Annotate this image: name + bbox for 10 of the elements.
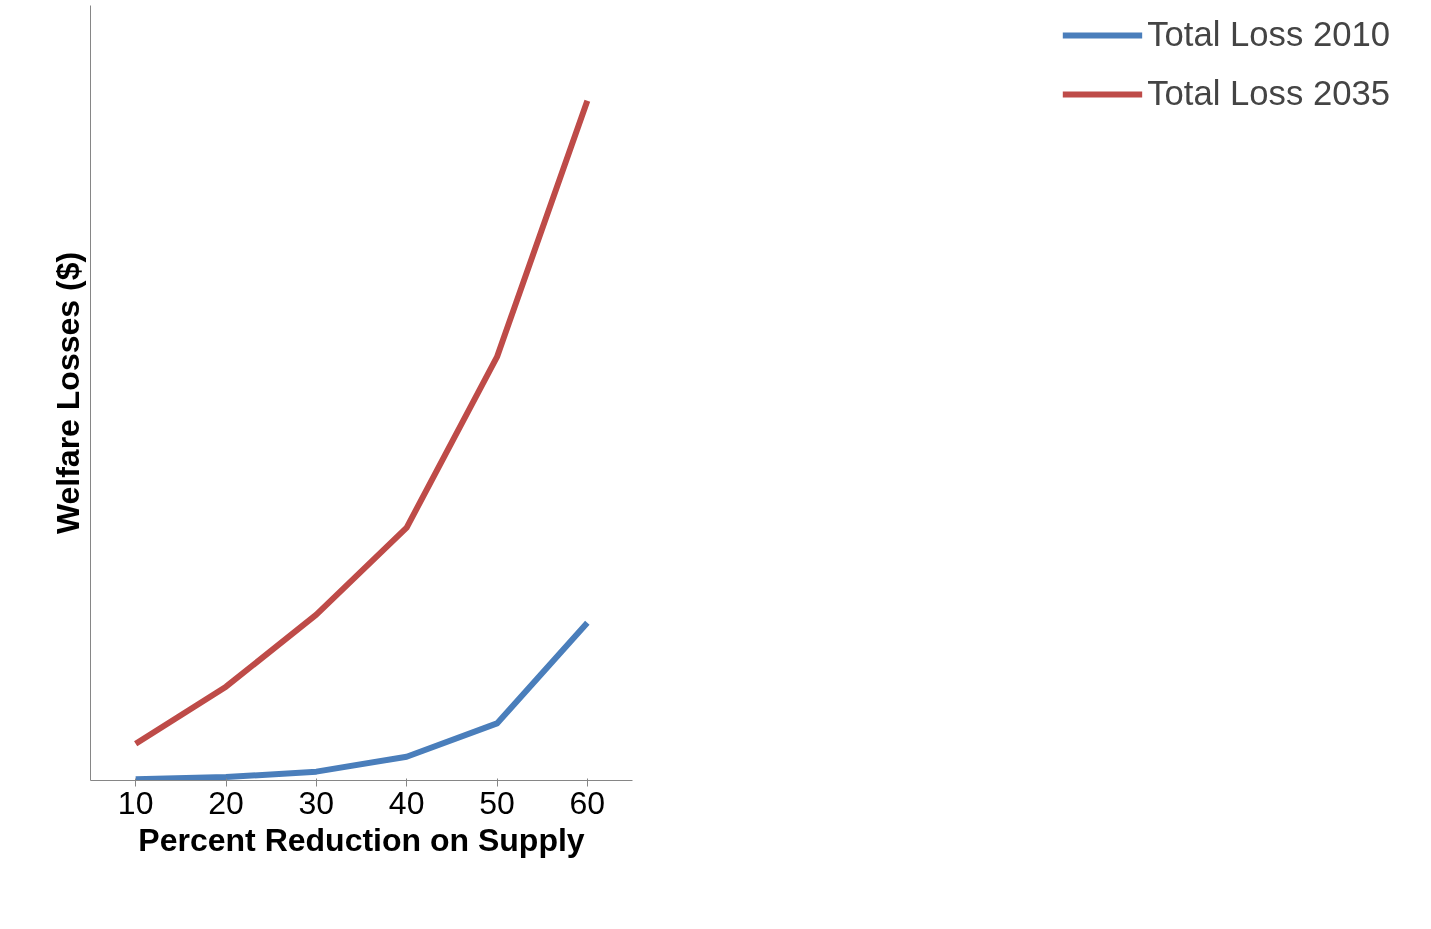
x-tick-label: 60 — [569, 784, 606, 821]
x-tick-label: 30 — [298, 784, 335, 821]
legend-label: Total Loss 2010 — [1147, 15, 1390, 54]
x-tick-label: 10 — [117, 784, 154, 821]
x-tick-label: 20 — [208, 784, 244, 821]
x-tick-label: 50 — [479, 784, 515, 821]
x-axis-title: Percent Reduction on Supply — [138, 821, 585, 858]
y-axis-title: Welfare Losses ($) — [49, 251, 86, 535]
x-tick-label: 40 — [388, 784, 425, 821]
legend-label: Total Loss 2035 — [1147, 74, 1390, 113]
